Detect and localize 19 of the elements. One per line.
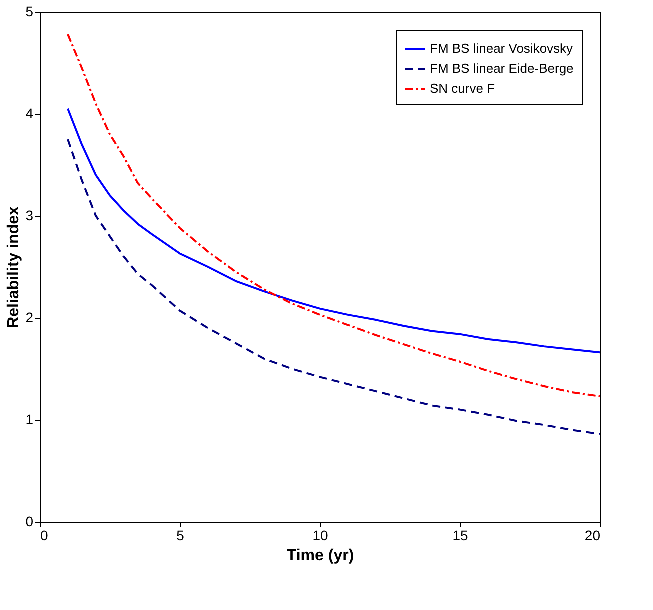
y-tick-label: 5 [26,4,34,20]
legend-label: FM BS linear Eide-Berge [430,61,574,76]
y-axis-title: Reliability index [6,206,23,328]
y-tick-label: 0 [26,514,34,530]
y-tick-label: 1 [26,412,34,428]
x-axis-title: Time (yr) [286,548,354,564]
legend-label: SN curve F [430,81,496,96]
line-series [67,108,601,354]
x-tick-label: 0 [40,528,48,544]
x-tick-label: 20 [584,528,601,544]
legend-label: FM BS linear Vosikovsky [430,41,574,56]
line-series [67,33,601,398]
y-tick-label: 3 [26,208,34,224]
x-tick-label: 15 [452,528,468,544]
x-tick-label: 5 [176,528,185,544]
y-tick-label: 2 [26,310,34,326]
x-tick-label: 10 [312,528,328,544]
line-series [67,138,601,436]
y-tick-label: 4 [26,106,34,122]
